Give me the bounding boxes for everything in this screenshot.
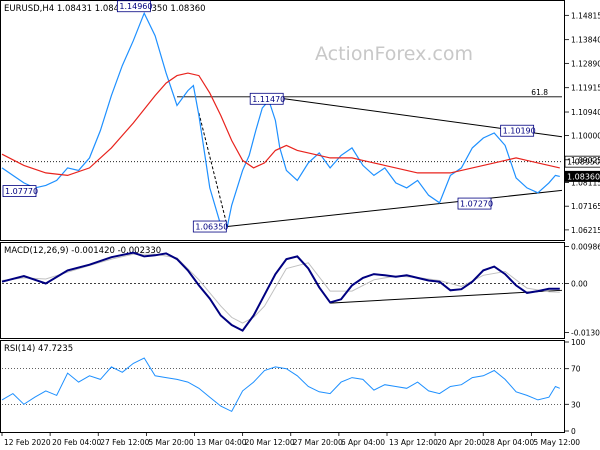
price-label-4: 1.06350 [195, 223, 228, 232]
price-series-line [1, 11, 560, 228]
rsi-y-axis: 100 70 30 0 [565, 338, 586, 436]
level-value-box [564, 155, 600, 168]
price-panel-title: EURUSD,H4 1.08431 1.08462 1.08350 1.0836… [4, 4, 206, 14]
watermark: ActionForex.com [315, 43, 473, 65]
macd-y-axis: 0.009862 0.00 -0.013002 [565, 242, 600, 337]
macd-line [1, 251, 560, 332]
price-annotation-labels: 1.14960 1.11470 1.10190 1.07770 1.06350 1.072… [2, 0, 536, 233]
macd-panel-frame [0, 242, 565, 339]
rsi-y-tick-label: 70 [571, 365, 581, 374]
rsi-level-lines [2, 368, 563, 405]
x-tick-label: 13 Mar 04:00 [197, 438, 247, 447]
price-label-3: 1.07770 [5, 187, 38, 196]
rsi-y-tick-label: 100 [571, 338, 586, 347]
price-y-tick-label: 1.12890 [571, 59, 600, 68]
macd-trendline-0 [330, 289, 563, 304]
price-trendline-1 [227, 189, 563, 228]
price-y-tick-label: 1.13840 [571, 36, 600, 45]
rsi-panel-title: RSI(14) 47.7235 [4, 344, 73, 354]
macd-trendline [330, 289, 563, 304]
x-tick-label: 28 Apr 04:00 [485, 438, 534, 447]
price-label-0: 1.14960 [119, 2, 152, 11]
current-price-box [565, 170, 600, 182]
x-tick-label: 5 Mar 20:00 [148, 438, 194, 447]
rsi-panel-frame [0, 340, 565, 433]
macd-y-tick-label: 0.009862 [571, 242, 600, 251]
rsi-line [1, 357, 560, 413]
price-label-box-2 [500, 124, 535, 137]
x-tick-label: 5 May 12:00 [533, 438, 580, 447]
price-label-2: 1.10190 [503, 127, 536, 136]
price-y-tick-label: 1.10940 [571, 108, 600, 117]
price-label-box-0 [116, 0, 151, 13]
price-label-box-5 [457, 197, 492, 210]
fib-level-label: 61.8 [531, 88, 548, 97]
x-tick-label: 12 Feb 2020 [4, 438, 51, 447]
x-tick-label: 6 Apr 04:00 [341, 438, 385, 447]
price-trendline-2 [198, 112, 228, 227]
x-tick-label: 20 Apr 20:00 [437, 438, 486, 447]
current-price-label: 1.08360 [567, 172, 600, 181]
macd-y-tick-label: 0.00 [571, 280, 588, 289]
x-tick-label: 13 Apr 12:00 [389, 438, 438, 447]
rsi-y-tick-label: 0 [571, 427, 576, 436]
x-tick-label: 20 Mar 12:00 [245, 438, 295, 447]
x-tick-label: 20 Feb 04:00 [52, 438, 101, 447]
macd-signal-line [1, 253, 560, 324]
level-value-label: 1.08950 [567, 158, 600, 167]
price-label-box-4 [192, 220, 227, 233]
price-y-tick-label: 1.08115 [571, 178, 600, 187]
macd-panel-title: MACD(12,26,9) -0.001420 -0.002330 [4, 246, 161, 256]
current-price-marker: 1.08360 [565, 170, 600, 182]
rsi-y-tick-label: 30 [571, 400, 581, 409]
price-y-tick-label: 1.06215 [571, 226, 600, 235]
price-label-1: 1.11470 [252, 95, 285, 104]
price-label-box-1 [249, 92, 284, 105]
price-y-tick-label: 1.11915 [571, 84, 600, 93]
price-label-box-3 [2, 185, 37, 198]
macd-y-tick-label: -0.013002 [571, 328, 600, 337]
x-tick-label: 27 Mar 20:00 [293, 438, 343, 447]
price-y-axis: 1.14815 1.13840 1.12890 1.11915 1.10940 1.100… [565, 11, 600, 235]
price-y-tick-label: 1.09025 [571, 156, 600, 165]
price-y-tick-label: 1.14815 [571, 11, 600, 20]
moving-average-line [1, 72, 560, 177]
x-tick-label: 27 Feb 12:00 [100, 438, 149, 447]
price-level-lines: 61.8 1.08950 [2, 88, 600, 168]
price-y-tick-label: 1.07165 [571, 202, 600, 211]
price-panel-frame [0, 0, 565, 241]
price-y-tick-label: 1.10000 [571, 131, 600, 140]
price-label-5: 1.07270 [460, 200, 493, 209]
